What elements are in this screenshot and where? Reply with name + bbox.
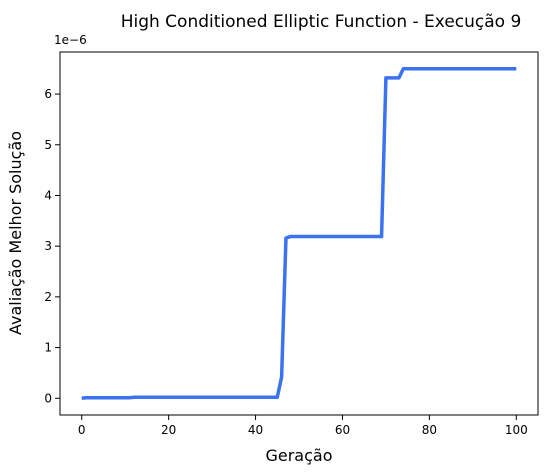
chart-title: High Conditioned Elliptic Function - Exe… — [121, 12, 522, 32]
x-tick-label: 100 — [505, 423, 528, 437]
x-tick-label: 80 — [422, 423, 437, 437]
x-tick-label: 60 — [335, 423, 350, 437]
y-tick-label: 2 — [44, 290, 52, 304]
x-axis-label: Geração — [265, 446, 332, 465]
plot-area — [81, 66, 517, 401]
y-tick-label: 0 — [44, 391, 52, 405]
y-tick-label: 5 — [44, 138, 52, 152]
y-offset-label: 1e−6 — [54, 33, 87, 47]
y-tick-label: 1 — [44, 341, 52, 355]
y-tick-label: 6 — [44, 87, 52, 101]
x-tick-label: 40 — [248, 423, 263, 437]
axes-frame — [59, 51, 539, 416]
y-axis-label: Avaliação Melhor Solução — [6, 131, 25, 335]
y-tick-label: 4 — [44, 188, 52, 202]
x-tick-label: 20 — [161, 423, 176, 437]
x-tick-label: 0 — [78, 423, 86, 437]
y-tick-label: 3 — [44, 239, 52, 253]
series-line-0 — [81, 66, 517, 401]
